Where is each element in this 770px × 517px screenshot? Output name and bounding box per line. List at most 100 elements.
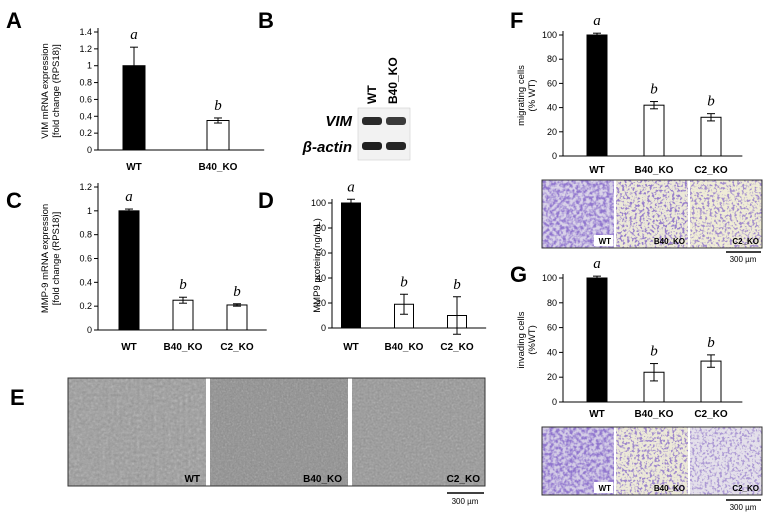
chart-a-y-tick-label: 0.2 [79, 128, 92, 138]
scale-label-f: 300 µm [730, 255, 757, 264]
chart-c-bar [226, 304, 248, 331]
chart-g-significance: a [593, 256, 601, 272]
chart-g-category-label: C2_KO [694, 409, 728, 420]
blot-row-beta-actin: β-actin [302, 139, 352, 156]
micrograph-e-c2-texture [352, 378, 485, 486]
chart-d-significance: b [453, 277, 461, 293]
micrograph-f-frame [541, 179, 763, 249]
panel-letter-g: G [510, 262, 527, 287]
chart-f-bar [700, 116, 722, 157]
blot-membrane [357, 107, 411, 161]
chart-g-y-tick-label: 40 [547, 347, 557, 357]
blot-row-vim: VIM [325, 113, 352, 130]
chart-d-category-label: B40_KO [385, 342, 424, 353]
chart-g-category-label: WT [589, 409, 605, 420]
chart-f-y-tick-label: 60 [547, 78, 557, 88]
chart-f: 0 20 40 60 80 100 a WT b B40_KO b C2_KO migrating ce… [516, 13, 743, 176]
chart-g-y-tick-label: 80 [547, 298, 557, 308]
chart-a-y-tick-label: 1.4 [79, 27, 92, 37]
chart-g-y-tick-label: 60 [547, 323, 557, 333]
chart-f-y-label-sub: (% WT) [527, 79, 538, 111]
chart-c-bar [118, 210, 140, 331]
chart-a-y-tick-label: 0.4 [79, 111, 92, 121]
chart-c-y-tick-label: 0 [87, 325, 92, 335]
chart-d-significance: b [400, 274, 408, 290]
western-blot: WT B40_KO VIM β-actin [302, 57, 411, 161]
chart-d-category-label: C2_KO [440, 342, 474, 353]
chart-a-significance: b [214, 98, 222, 114]
chart-a: 0 0.2 0.4 0.6 0.8 1 1.2 1.4 a WT b B40_KO VIM mRNA e… [40, 27, 265, 173]
chart-d-category-label: WT [343, 342, 359, 353]
micrograph-f-label-c2: C2_KO [732, 237, 759, 246]
panel-letter-d: D [258, 188, 274, 213]
chart-c-y-tick-label: 0.6 [79, 254, 92, 264]
blot-band-vim-b40 [386, 117, 406, 125]
chart-g-category-label: B40_KO [635, 409, 674, 420]
micrograph-g-frame [541, 426, 763, 496]
chart-a-category-label: B40_KO [199, 162, 238, 173]
chart-a-significance: a [130, 27, 138, 43]
chart-g-y-label-sub: (%WT) [527, 325, 538, 355]
panel-letter-c: C [6, 188, 22, 213]
chart-g-significance: b [650, 344, 658, 360]
blot-column-wt: WT [365, 85, 379, 104]
chart-c-y-tick-label: 0.8 [79, 230, 92, 240]
chart-f-category-label: WT [589, 165, 605, 176]
chart-c: 0 0.2 0.4 0.6 0.8 1 1.2 a WT b B40_KO b C2_KO MMP-9 m… [40, 182, 267, 353]
scale-label-g: 300 µm [730, 503, 757, 512]
chart-d-significance: a [347, 179, 355, 195]
chart-a-bar [206, 120, 230, 151]
chart-d-y-tick-label: 0 [321, 323, 326, 333]
chart-a-y-label-sub: [fold change (RPS18)] [51, 44, 62, 137]
micrograph-g-label-bg-wt [594, 482, 613, 493]
chart-f-y-tick-label: 20 [547, 127, 557, 137]
chart-f-bar [586, 34, 608, 157]
chart-d-y-tick-label: 20 [316, 298, 326, 308]
chart-c-y-label-sub: [fold change (RPS18)] [51, 212, 62, 305]
chart-g-y-tick-label: 20 [547, 372, 557, 382]
chart-f-category-label: B40_KO [635, 165, 674, 176]
chart-a-y-tick-label: 0 [87, 145, 92, 155]
micrograph-e-frame [67, 377, 486, 487]
micrograph-e-label-b40: B40_KO [303, 474, 342, 485]
micrographs-f: WT B40_KO C2_KO 300 µm [541, 179, 763, 264]
blot-band-vim-wt [362, 117, 382, 125]
micrograph-e-b40-texture [210, 378, 348, 486]
chart-f-y-tick-label: 80 [547, 54, 557, 64]
chart-c-category-label: C2_KO [220, 342, 254, 353]
micrograph-f-label-bg-wt [594, 235, 613, 246]
chart-c-y-tick-label: 0.4 [79, 277, 92, 287]
chart-c-significance: b [233, 284, 241, 300]
micrograph-e-label-c2: C2_KO [447, 474, 481, 485]
chart-a-category-label: WT [126, 162, 142, 173]
chart-c-significance: a [125, 189, 133, 205]
panel-letter-f: F [510, 8, 523, 33]
chart-a-y-tick-label: 1 [87, 61, 92, 71]
chart-g-y-tick-label: 0 [552, 397, 557, 407]
micrograph-f-label-b40: B40_KO [654, 237, 685, 246]
blot-band-actin-b40 [386, 142, 406, 150]
chart-f-category-label: C2_KO [694, 165, 728, 176]
micrograph-g-label-b40: B40_KO [654, 484, 685, 493]
micrograph-f-b40-cells [616, 180, 688, 248]
chart-d-y-tick-label: 60 [316, 248, 326, 258]
micrograph-f-c2-cells [690, 180, 762, 248]
chart-c-bar [172, 299, 194, 331]
micrographs-e: WT B40_KO C2_KO 300 µm [67, 377, 486, 506]
chart-g-y-tick-label: 100 [542, 273, 557, 283]
chart-c-y-tick-label: 1.2 [79, 182, 92, 192]
chart-c-y-tick-label: 1 [87, 206, 92, 216]
micrographs-g: WT B40_KO C2_KO 300 µm [541, 426, 763, 512]
chart-g: 0 20 40 60 80 100 a WT b B40_KO b C2_KO invading cel… [516, 256, 743, 420]
blot-band-actin-wt [362, 142, 382, 150]
chart-a-y-tick-label: 0.8 [79, 78, 92, 88]
chart-g-y-label: invading cells [516, 311, 527, 368]
chart-c-y-tick-label: 0.2 [79, 301, 92, 311]
micrograph-g-label-c2: C2_KO [732, 484, 759, 493]
chart-f-y-label: migrating cells [516, 65, 527, 126]
chart-c-y-label: MMP-9 mRNA expression [40, 204, 51, 313]
chart-f-y-tick-label: 0 [552, 151, 557, 161]
chart-f-significance: b [650, 82, 658, 98]
chart-f-significance: a [593, 13, 601, 29]
chart-f-y-tick-label: 40 [547, 103, 557, 113]
